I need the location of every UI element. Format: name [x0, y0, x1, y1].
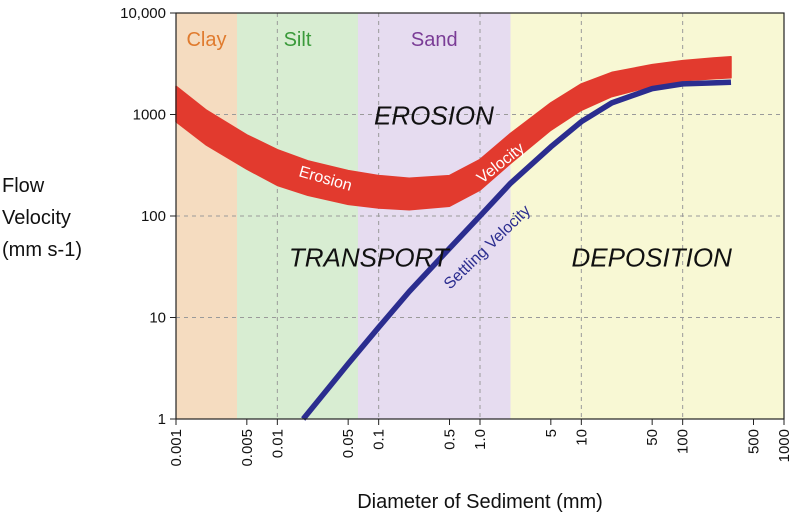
y-tick-label: 10,000 — [120, 5, 166, 22]
band-label-clay: Clay — [186, 29, 226, 51]
series-layer — [175, 56, 732, 421]
region-labels: EROSION TRANSPORT DEPOSITION — [289, 101, 732, 273]
y-tick-label: 1 — [158, 411, 166, 428]
erosion-velocity-band — [175, 56, 732, 211]
x-tick-label: 500 — [745, 429, 762, 454]
y-tick-label: 1000 — [133, 107, 166, 124]
y-tick-label: 10 — [149, 310, 166, 327]
x-tick-label: 0.5 — [441, 429, 458, 450]
y-tick-label: 100 — [141, 208, 166, 225]
x-tick-label: 0.001 — [168, 429, 185, 467]
y-axis-title-line-3: (mm s-1) — [2, 239, 82, 261]
x-tick-label: 0.1 — [371, 429, 388, 450]
x-axis-ticks: 0.001 0.005 0.01 0.05 0.1 0.5 1.0 5 10 50 100 500 10… — [168, 419, 793, 467]
region-label-deposition: DEPOSITION — [572, 242, 733, 272]
x-tick-label: 100 — [675, 429, 692, 454]
region-label-transport: TRANSPORT — [289, 242, 451, 272]
y-axis-title-line-2: Velocity — [2, 207, 71, 229]
x-tick-label: 1.0 — [472, 429, 489, 450]
x-tick-label: 0.05 — [340, 429, 357, 458]
x-axis-title: Diameter of Sediment (mm) — [357, 491, 603, 513]
x-tick-label: 1000 — [776, 429, 793, 462]
x-tick-label: 0.01 — [269, 429, 286, 458]
band-label-sand: Sand — [411, 29, 458, 51]
band-labels: Clay Silt Sand — [186, 29, 457, 51]
x-tick-label: 5 — [543, 429, 560, 437]
x-tick-label: 0.005 — [239, 429, 256, 467]
y-axis-title-line-1: Flow — [2, 175, 45, 197]
band-label-silt: Silt — [284, 29, 312, 51]
x-tick-label: 50 — [644, 429, 661, 446]
y-axis-ticks: 1 10 100 1000 10,000 — [120, 5, 176, 428]
region-label-erosion: EROSION — [374, 101, 494, 131]
settling-velocity-line — [301, 79, 732, 421]
x-tick-label: 10 — [573, 429, 590, 446]
